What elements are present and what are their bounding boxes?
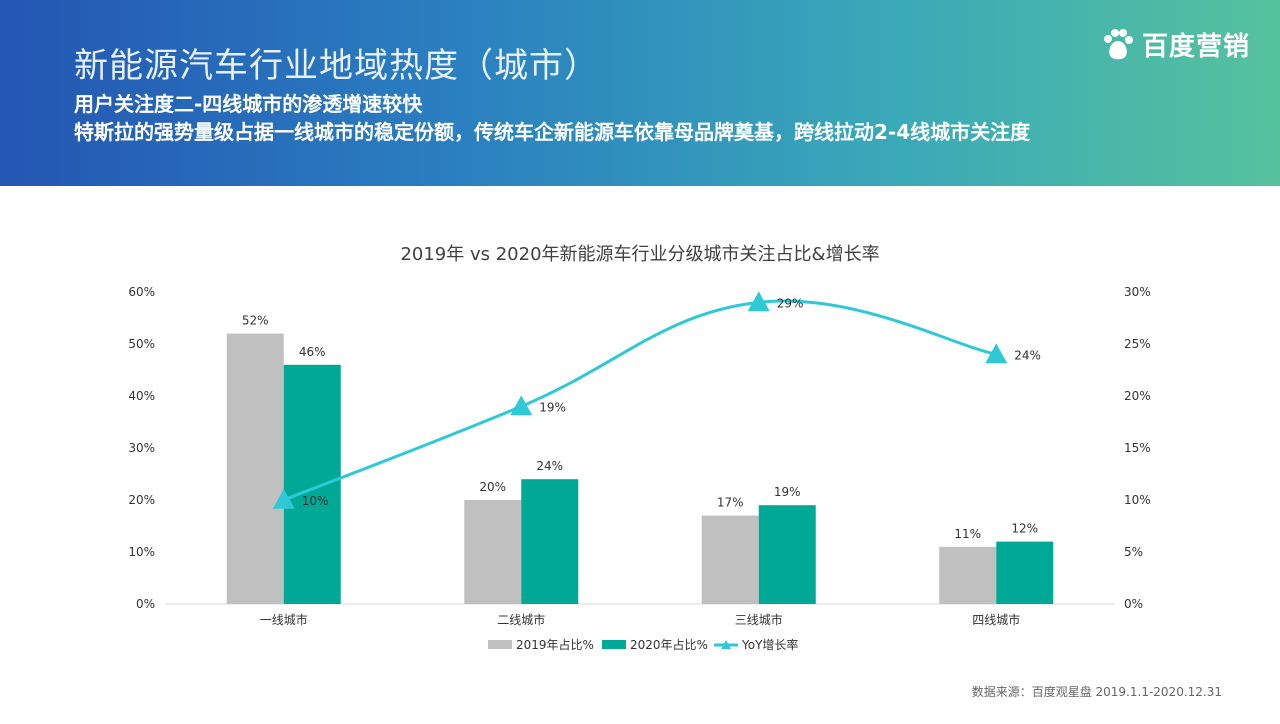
x-tick-label: 二线城市 bbox=[497, 612, 545, 627]
bar-data-label: 24% bbox=[536, 459, 563, 473]
y-right-tick-label: 15% bbox=[1124, 441, 1151, 455]
chart-bars: 52% 20% 17% 11% 46% 24% 19% 12% bbox=[226, 314, 1054, 604]
y-right-tick-label: 5% bbox=[1124, 545, 1143, 559]
page-subtitle-2: 特斯拉的强势量级占据一线城市的稳定份额，传统车企新能源车依靠母品牌奠基，跨线拉动… bbox=[74, 120, 1031, 144]
legend-swatch bbox=[602, 640, 626, 649]
y-left-tick-label: 30% bbox=[128, 441, 155, 455]
yoy-data-label: 24% bbox=[1014, 348, 1041, 362]
legend-swatch-marker bbox=[721, 640, 731, 649]
y-left-tick-label: 0% bbox=[136, 597, 155, 611]
y-left-tick-label: 50% bbox=[128, 337, 155, 351]
y-left-tick-label: 40% bbox=[128, 389, 155, 403]
y-left-tick-label: 60% bbox=[128, 285, 155, 299]
y-right-tick-label: 30% bbox=[1124, 285, 1151, 299]
y-right-tick-label: 0% bbox=[1124, 597, 1143, 611]
bar-2019 bbox=[701, 515, 759, 604]
y-right-tick-label: 20% bbox=[1124, 389, 1151, 403]
legend-label: 2019年占比% bbox=[516, 637, 594, 652]
y-left-tick-label: 20% bbox=[128, 493, 155, 507]
yoy-data-label: 19% bbox=[539, 400, 566, 414]
yoy-marker bbox=[272, 489, 295, 509]
bar-data-label: 20% bbox=[479, 480, 506, 494]
bar-2019 bbox=[226, 333, 284, 604]
x-tick-label: 三线城市 bbox=[735, 612, 783, 627]
yoy-data-label: 29% bbox=[777, 296, 804, 310]
data-source-note: 数据来源：百度观星盘 2019.1.1-2020.12.31 bbox=[971, 685, 1222, 699]
yoy-data-label: 10% bbox=[302, 494, 329, 508]
x-tick-label: 四线城市 bbox=[972, 612, 1020, 627]
chart-axes: 0% 10% 20% 30% 40% 50% 60% 0% 5% 10% 15% 20% 25% 30% bbox=[128, 285, 1150, 611]
chart-area: 2019年 vs 2020年新能源车行业分级城市关注占比&增长率 0% 10% 20… bbox=[0, 186, 1280, 720]
bar-data-label: 11% bbox=[954, 527, 981, 541]
yoy-marker bbox=[510, 395, 533, 416]
combo-chart: 2019年 vs 2020年新能源车行业分级城市关注占比&增长率 0% 10% 20… bbox=[128, 244, 1150, 652]
bar-data-label: 19% bbox=[774, 485, 801, 499]
brand-logo-text: 百度营销 bbox=[1141, 32, 1250, 62]
yoy-marker bbox=[747, 291, 770, 312]
bar-data-label: 17% bbox=[717, 496, 744, 510]
chart-yoy-line: 10% 19% 29% 24% bbox=[272, 291, 1041, 509]
chart-legend: 2019年占比% 2020年占比% YoY增长率 bbox=[488, 637, 798, 652]
chart-x-labels: 一线城市 二线城市 三线城市 四线城市 bbox=[260, 612, 1021, 627]
yoy-marker bbox=[985, 343, 1008, 364]
bar-2020 bbox=[996, 541, 1054, 604]
page-title: 新能源汽车行业地域热度（城市） bbox=[74, 46, 599, 86]
legend-label: 2020年占比% bbox=[630, 637, 708, 652]
header-banner: 新能源汽车行业地域热度（城市） 用户关注度二-四线城市的渗透增速较快 特斯拉的强… bbox=[0, 0, 1280, 186]
y-right-tick-label: 25% bbox=[1124, 337, 1151, 351]
baidu-paw-icon bbox=[1103, 28, 1133, 59]
y-left-tick-label: 10% bbox=[128, 545, 155, 559]
page-subtitle-1: 用户关注度二-四线城市的渗透增速较快 bbox=[74, 92, 423, 116]
brand-logo: 百度营销 bbox=[1100, 26, 1250, 63]
legend-swatch bbox=[488, 640, 512, 649]
yoy-line-path bbox=[283, 299, 997, 502]
bar-data-label: 12% bbox=[1011, 522, 1038, 536]
bar-2020 bbox=[521, 479, 579, 604]
bar-2020 bbox=[283, 364, 341, 604]
bar-2020 bbox=[758, 505, 816, 604]
y-right-tick-label: 10% bbox=[1124, 493, 1151, 507]
bar-data-label: 46% bbox=[299, 345, 326, 359]
bar-data-label: 52% bbox=[242, 314, 269, 328]
chart-title: 2019年 vs 2020年新能源车行业分级城市关注占比&增长率 bbox=[400, 244, 879, 265]
legend-label: YoY增长率 bbox=[741, 637, 798, 652]
x-tick-label: 一线城市 bbox=[260, 612, 308, 627]
bar-2019 bbox=[939, 546, 997, 604]
bar-2019 bbox=[464, 500, 522, 604]
